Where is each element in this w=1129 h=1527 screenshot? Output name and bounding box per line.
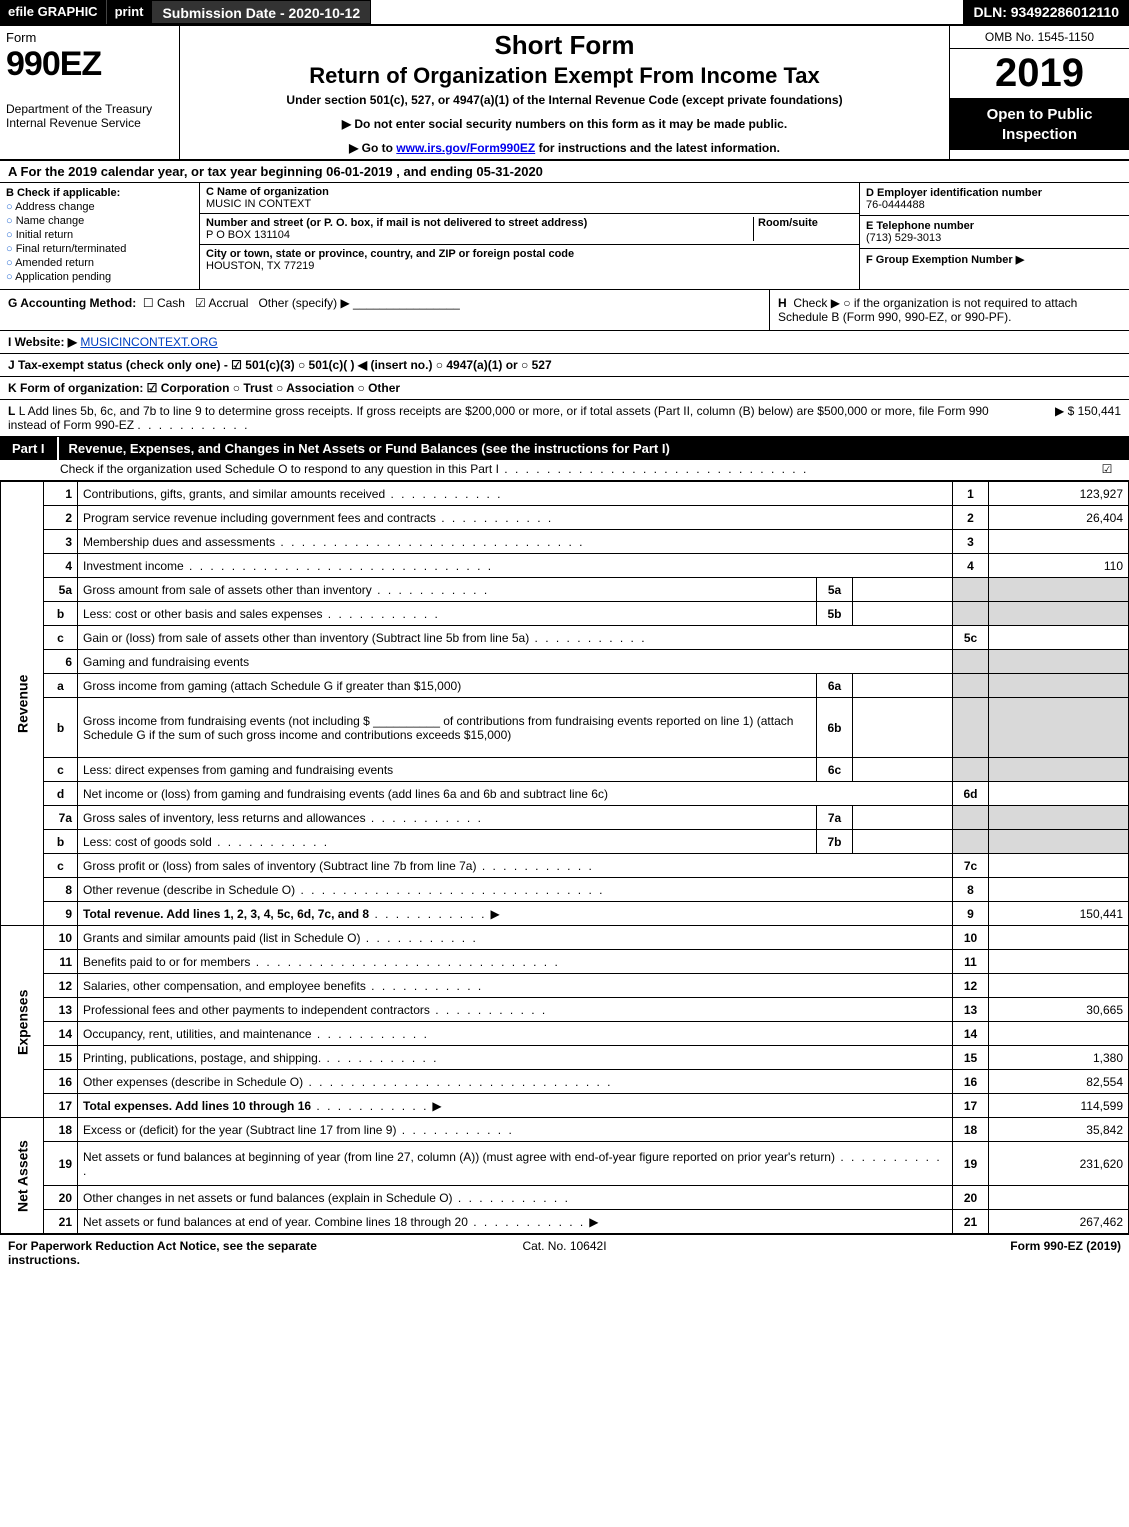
ein-value: 76-0444488 — [866, 199, 925, 211]
dln-label: DLN: 93492286012110 — [963, 0, 1129, 24]
line-19-amount: 231,620 — [989, 1142, 1129, 1186]
ssn-notice: Do not enter social security numbers on … — [188, 117, 941, 131]
line-5c-amount — [989, 626, 1129, 650]
line-18-amount: 35,842 — [989, 1118, 1129, 1142]
accounting-method-row: G Accounting Method: Cash Accrual Other … — [0, 290, 1129, 331]
check-amended-return[interactable]: Amended return — [6, 257, 193, 269]
line-14-amount — [989, 1022, 1129, 1046]
line-1-amount: 123,927 — [989, 482, 1129, 506]
inspection-label: Open to Public Inspection — [950, 99, 1129, 150]
line-9-amount: 150,441 — [989, 902, 1129, 926]
line-15-amount: 1,380 — [989, 1046, 1129, 1070]
line-11-amount — [989, 950, 1129, 974]
form-of-organization-row: K Form of organization: ☑ Corporation ○ … — [0, 377, 1129, 400]
irs-link[interactable]: www.irs.gov/Form990EZ — [396, 141, 535, 155]
org-name: MUSIC IN CONTEXT — [206, 198, 311, 210]
page-footer: For Paperwork Reduction Act Notice, see … — [0, 1234, 1129, 1271]
line-20-amount — [989, 1186, 1129, 1210]
omb-number: OMB No. 1545-1150 — [950, 26, 1129, 49]
line-2-amount: 26,404 — [989, 506, 1129, 530]
part-i-table: Revenue 1 Contributions, gifts, grants, … — [0, 481, 1129, 1234]
line-6d-amount — [989, 782, 1129, 806]
schedule-o-checkbox[interactable]: ☑ — [1093, 462, 1121, 476]
accrual-checkbox[interactable] — [195, 296, 208, 310]
tax-year: 2019 — [950, 49, 1129, 99]
cash-checkbox[interactable] — [143, 296, 157, 310]
line-17-amount: 114,599 — [989, 1094, 1129, 1118]
efile-label: efile GRAPHIC — [0, 0, 106, 24]
subtitle: Under section 501(c), 527, or 4947(a)(1)… — [188, 93, 941, 107]
website-row: I Website: ▶ MUSICINCONTEXT.ORG — [0, 331, 1129, 354]
telephone-value: (713) 529-3013 — [866, 232, 941, 244]
check-final-return[interactable]: Final return/terminated — [6, 243, 193, 255]
paperwork-notice: For Paperwork Reduction Act Notice, see … — [8, 1239, 379, 1267]
form-word: Form — [6, 30, 173, 45]
line-4-amount: 110 — [989, 554, 1129, 578]
top-bar: efile GRAPHIC print Submission Date - 20… — [0, 0, 1129, 26]
org-info-block: B Check if applicable: Address change Na… — [0, 183, 1129, 290]
line-3-amount — [989, 530, 1129, 554]
instructions-link-line: Go to www.irs.gov/Form990EZ for instruct… — [188, 141, 941, 155]
org-address: P O BOX 131104 — [206, 229, 290, 241]
short-form-title: Short Form — [188, 30, 941, 61]
right-info-column: D Employer identification number 76-0444… — [859, 183, 1129, 289]
tax-exempt-status-row: J Tax-exempt status (check only one) - ☑… — [0, 354, 1129, 377]
check-initial-return[interactable]: Initial return — [6, 229, 193, 241]
line-8-amount — [989, 878, 1129, 902]
net-assets-section-label: Net Assets — [1, 1118, 44, 1234]
line-12-amount — [989, 974, 1129, 998]
check-address-change[interactable]: Address change — [6, 201, 193, 213]
line-7c-amount — [989, 854, 1129, 878]
check-name-change[interactable]: Name change — [6, 215, 193, 227]
org-name-row: C Name of organization MUSIC IN CONTEXT — [200, 183, 859, 214]
line-13-amount: 30,665 — [989, 998, 1129, 1022]
print-button[interactable]: print — [106, 0, 152, 24]
form-number: 990EZ — [6, 45, 173, 84]
line-16-amount: 82,554 — [989, 1070, 1129, 1094]
department-label: Department of the Treasury Internal Reve… — [6, 102, 173, 130]
check-application-pending[interactable]: Application pending — [6, 271, 193, 283]
org-city: HOUSTON, TX 77219 — [206, 260, 314, 272]
part-i-header: Part I Revenue, Expenses, and Changes in… — [0, 437, 1129, 460]
line-10-amount — [989, 926, 1129, 950]
revenue-section-label: Revenue — [1, 482, 44, 926]
org-city-row: City or town, state or province, country… — [200, 245, 859, 275]
submission-date-label: Submission Date - 2020-10-12 — [151, 0, 371, 24]
org-address-row: Number and street (or P. O. box, if mail… — [200, 214, 859, 245]
form-version: Form 990-EZ (2019) — [750, 1239, 1121, 1267]
tax-period: A For the 2019 calendar year, or tax yea… — [0, 161, 1129, 183]
schedule-b-text: Check ▶ ○ if the organization is not req… — [778, 296, 1077, 324]
part-i-subheader: Check if the organization used Schedule … — [0, 460, 1129, 481]
return-title: Return of Organization Exempt From Incom… — [188, 63, 941, 89]
form-header: Form 990EZ Department of the Treasury In… — [0, 26, 1129, 161]
expenses-section-label: Expenses — [1, 926, 44, 1118]
section-b: B Check if applicable: Address change Na… — [0, 183, 200, 289]
catalog-number: Cat. No. 10642I — [379, 1239, 750, 1267]
gross-receipts-amount: ▶ $ 150,441 — [1001, 404, 1121, 432]
line-21-amount: 267,462 — [989, 1210, 1129, 1234]
website-link[interactable]: MUSICINCONTEXT.ORG — [80, 335, 217, 349]
gross-receipts-row: L L Add lines 5b, 6c, and 7b to line 9 t… — [0, 400, 1129, 437]
